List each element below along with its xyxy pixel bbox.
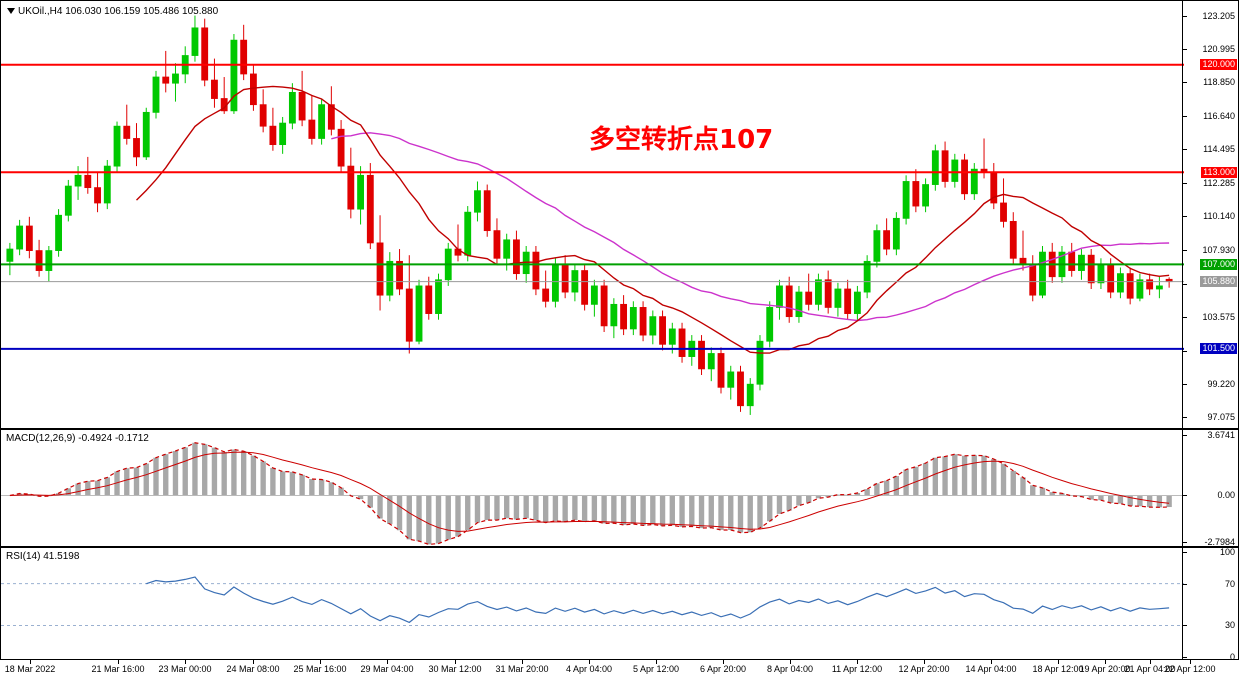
chart-annotation-text: 多空转折点107 <box>589 125 774 155</box>
price-chart-panel[interactable]: UKOil.,H4 106.030 106.159 105.486 105.88… <box>0 0 1239 429</box>
time-axis[interactable]: 18 Mar 2022 21 Mar 16:00 23 Mar 00:00 24 Ma… <box>0 660 1239 694</box>
price-tick-label: 116.640 <box>1203 111 1235 122</box>
time-tick-label: 31 Mar 20:00 <box>495 664 549 674</box>
price-level-badge[interactable]: 101.500 <box>1200 343 1237 355</box>
time-tick <box>118 660 119 664</box>
time-tick <box>522 660 523 664</box>
macd-axis-separator <box>1182 430 1183 546</box>
time-tick-label: 8 Apr 04:00 <box>766 664 814 674</box>
symbol-header-text: UKOil.,H4 106.030 106.159 105.486 105.88… <box>18 6 219 17</box>
price-tick <box>1183 15 1187 17</box>
rsi-tick-label: 70 <box>1224 578 1235 589</box>
price-tick <box>1183 216 1187 218</box>
time-tick-label: 4 Apr 04:00 <box>565 664 613 674</box>
time-tick <box>790 660 791 664</box>
price-level-badge[interactable]: 105.880 <box>1200 276 1237 288</box>
time-tick <box>30 660 31 664</box>
rsi-plot-area[interactable] <box>1 548 1238 659</box>
rsi-tick <box>1183 656 1187 658</box>
price-level-badge[interactable]: 107.000 <box>1200 258 1237 270</box>
time-tick-label: 21 Apr 04:00 <box>1124 664 1176 674</box>
time-tick-label: 14 Apr 04:00 <box>965 664 1017 674</box>
time-tick <box>857 660 858 664</box>
macd-tick-label: 3.6741 <box>1207 429 1235 440</box>
price-tick-label: 120.995 <box>1202 44 1235 55</box>
price-tick-label: 99.220 <box>1207 378 1235 389</box>
time-tick <box>1058 660 1059 664</box>
time-tick-label: 5 Apr 12:00 <box>632 664 680 674</box>
price-tick-label: 110.140 <box>1203 211 1235 222</box>
collapse-triangle-icon[interactable] <box>7 8 15 15</box>
time-tick-label: 30 Mar 12:00 <box>428 664 482 674</box>
rsi-tick-label: 100 <box>1219 547 1235 558</box>
time-tick <box>589 660 590 664</box>
macd-tick-label: -2.7984 <box>1204 536 1235 547</box>
price-axis-separator <box>1182 1 1183 428</box>
price-tick-label: 123.205 <box>1202 10 1235 21</box>
rsi-tick-label: 30 <box>1224 620 1235 631</box>
rsi-title: RSI(14) 41.5198 <box>6 551 80 562</box>
macd-tick <box>1183 495 1187 497</box>
time-tick <box>185 660 186 664</box>
time-tick <box>924 660 925 664</box>
time-tick-label: 25 Mar 16:00 <box>293 664 347 674</box>
time-tick-label: 6 Apr 20:00 <box>699 664 747 674</box>
time-tick-label: 11 Apr 12:00 <box>831 664 883 674</box>
price-tick <box>1183 317 1187 319</box>
price-tick-label: 118.850 <box>1203 77 1235 88</box>
macd-tick <box>1183 434 1187 436</box>
time-tick-label: 18 Apr 12:00 <box>1032 664 1084 674</box>
price-tick <box>1183 149 1187 151</box>
rsi-tick-label: 0 <box>1229 651 1235 662</box>
time-tick-label: 12 Apr 20:00 <box>898 664 950 674</box>
price-tick-label: 97.075 <box>1207 411 1235 422</box>
time-tick <box>387 660 388 664</box>
macd-tick-label: 0.00 <box>1217 490 1235 501</box>
time-tick-label: 21 Mar 16:00 <box>91 664 145 674</box>
price-tick-label: 107.930 <box>1202 245 1235 256</box>
price-tick-label: 103.575 <box>1202 312 1235 323</box>
macd-tick <box>1183 541 1187 543</box>
time-tick <box>320 660 321 664</box>
time-tick-label: 18 Mar 2022 <box>4 664 56 674</box>
time-tick-label: 29 Mar 04:00 <box>360 664 414 674</box>
price-tick <box>1183 416 1187 418</box>
time-tick <box>1150 660 1151 664</box>
time-tick-label: 22 Apr 12:00 <box>1164 664 1216 674</box>
rsi-axis-separator <box>1182 548 1183 659</box>
price-tick-label: 112.285 <box>1203 178 1235 189</box>
price-tick <box>1183 284 1187 286</box>
price-tick <box>1183 82 1187 84</box>
time-tick <box>991 660 992 664</box>
price-tick <box>1183 116 1187 118</box>
time-tick-label: 19 Apr 20:00 <box>1079 664 1131 674</box>
macd-panel[interactable]: MACD(12,26,9) -0.4924 -0.1712 3.6741 0.00… <box>0 429 1239 547</box>
time-tick <box>1105 660 1106 664</box>
rsi-tick <box>1183 625 1187 627</box>
time-tick <box>656 660 657 664</box>
macd-title: MACD(12,26,9) -0.4924 -0.1712 <box>6 433 149 444</box>
time-tick <box>455 660 456 664</box>
time-tick <box>1190 660 1191 664</box>
time-tick <box>253 660 254 664</box>
price-tick <box>1183 183 1187 185</box>
macd-plot-area[interactable] <box>1 430 1238 546</box>
price-level-badge[interactable]: 113.000 <box>1201 166 1237 178</box>
time-tick-label: 23 Mar 00:00 <box>158 664 212 674</box>
chart-symbol-header: UKOil.,H4 106.030 106.159 105.486 105.88… <box>7 6 218 17</box>
price-tick <box>1183 250 1187 252</box>
price-level-badge[interactable]: 120.000 <box>1200 59 1237 71</box>
rsi-tick <box>1183 583 1187 585</box>
rsi-tick <box>1183 552 1187 554</box>
price-plot-area[interactable] <box>1 1 1238 428</box>
time-tick <box>723 660 724 664</box>
price-tick <box>1183 49 1187 51</box>
price-tick <box>1183 383 1187 385</box>
price-tick <box>1183 350 1187 352</box>
time-tick-label: 24 Mar 08:00 <box>226 664 280 674</box>
price-tick-label: 114.495 <box>1203 144 1235 155</box>
rsi-panel[interactable]: RSI(14) 41.5198 100 70 30 0 <box>0 547 1239 662</box>
